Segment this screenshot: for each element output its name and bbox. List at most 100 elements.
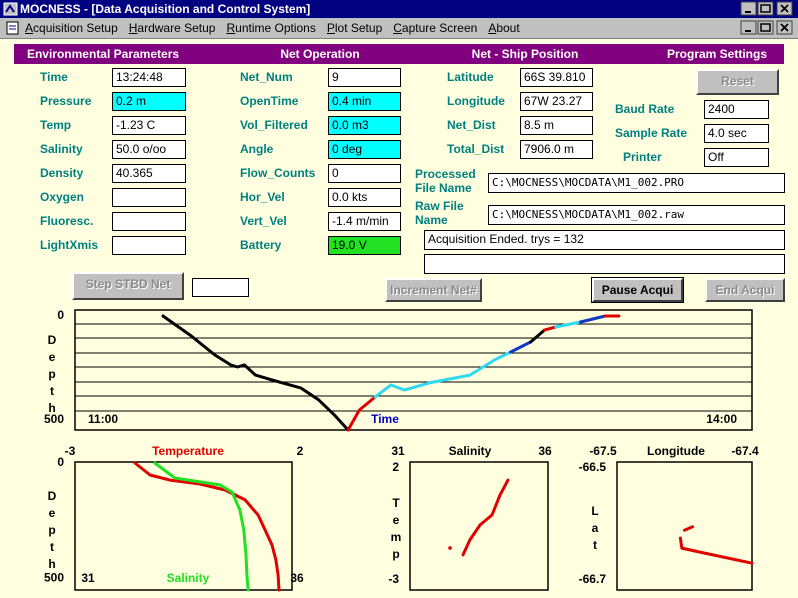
field-label: Temp [40, 118, 72, 132]
doc-icon [6, 21, 19, 35]
data-line [683, 525, 695, 532]
field-value: 50.0 o/oo [112, 140, 186, 159]
field-value: 66S 39.810 [520, 68, 593, 87]
y-tick-label: -66.7 [579, 572, 607, 586]
x-axis-label: Salinity [449, 444, 492, 458]
field-value: 13:24:48 [112, 68, 186, 87]
field-label: Fluoresc. [40, 214, 94, 228]
x-tick-label: 36 [538, 444, 552, 458]
field-value: -1.4 m/min [328, 212, 401, 231]
file-value: C:\MOCNESS\MOCDATA\M1_002.PRO [488, 173, 785, 193]
plot-frame [616, 461, 753, 591]
depth-grid [75, 323, 752, 412]
y-axis-label: Depth [45, 488, 59, 574]
menu: Acquisition Setup Hardware Setup Runtime O… [25, 21, 520, 35]
document-controls[interactable] [740, 20, 796, 36]
field-value: -1.23 C [112, 116, 186, 135]
field-label: OpenTime [240, 94, 299, 108]
data-line [161, 314, 350, 432]
field-value [112, 212, 186, 231]
field-label: Density [40, 166, 84, 180]
y-tick-label: 2 [392, 460, 399, 474]
plot-frame [74, 461, 293, 591]
field-label: Printer [623, 150, 662, 164]
series-name: Temperature [152, 444, 224, 458]
field-label: Angle [240, 142, 274, 156]
field-value: 8.5 m [520, 116, 593, 135]
field-value [112, 236, 186, 255]
field-label: Flow_Counts [240, 166, 316, 180]
data-line [542, 325, 558, 332]
menu-item[interactable]: About [488, 21, 520, 35]
x-tick-label: 14:00 [706, 412, 737, 426]
status-box-2 [424, 254, 785, 274]
x2-tick-label: 31 [81, 571, 95, 585]
data-line [153, 461, 250, 592]
field-value: 0.2 m [112, 92, 186, 111]
button[interactable]: Pause Acqui [591, 277, 684, 303]
field-value: 9 [328, 68, 401, 87]
field-value: 2400 [704, 100, 769, 119]
field-value: 19.0 V [328, 236, 401, 255]
field-label: Baud Rate [615, 102, 675, 116]
y-tick-label: -66.5 [579, 460, 607, 474]
x-tick-label: 2 [297, 444, 304, 458]
button[interactable]: End Acqui [705, 278, 785, 302]
data-line [509, 340, 533, 354]
menu-item[interactable]: Runtime Options [226, 21, 316, 35]
field-value: 67W 23.27 [520, 92, 593, 111]
plot-frame [74, 309, 753, 431]
y-tick-label: 0 [57, 455, 64, 469]
data-line [678, 536, 754, 565]
file-label: Processed File Name [415, 167, 476, 195]
field-value: Off [704, 148, 769, 167]
field-value: 0 [328, 164, 401, 183]
menu-item[interactable]: Acquisition Setup [25, 21, 118, 35]
menu-item[interactable]: Plot Setup [326, 21, 383, 35]
x-tick-label: 11:00 [88, 412, 118, 426]
button[interactable]: Increment Net# [385, 278, 482, 302]
field-value: 0.0 kts [328, 188, 401, 207]
menu-item[interactable]: Capture Screen [393, 21, 478, 35]
button[interactable]: Reset [696, 69, 779, 95]
x2-tick-label: 36 [290, 571, 304, 585]
y-axis-label: Lat [588, 503, 602, 555]
field-label: Longitude [447, 94, 505, 108]
data-line [346, 395, 377, 432]
data-line [554, 320, 582, 329]
field-label: Hor_Vel [240, 190, 285, 204]
field-label: Sample Rate [615, 126, 688, 140]
status: Acquisition Ended. trys = 132 [424, 230, 785, 250]
field-value: 0.0 m3 [328, 116, 401, 135]
field-label: Net_Dist [447, 118, 496, 132]
field-value: 0.4 min [328, 92, 401, 111]
field-label: Time [40, 70, 68, 84]
y-tick-label: -3 [388, 572, 399, 586]
field-label: Salinity [40, 142, 83, 156]
field-label: Latitude [447, 70, 494, 84]
button[interactable]: Step STBD Net [72, 272, 184, 300]
field-label: Battery [240, 238, 282, 252]
field-value: 0 deg [328, 140, 401, 159]
title-bar: MOCNESS - [Data Acquisition and Control … [0, 0, 798, 18]
data-line [529, 328, 546, 344]
y-tick-label: 0 [57, 308, 64, 322]
menu-item[interactable]: Hardware Setup [128, 21, 216, 35]
plot-frame [409, 461, 549, 591]
field-label: Vol_Filtered [240, 118, 308, 132]
data-line [461, 478, 510, 557]
x-axis-label: Longitude [647, 444, 705, 458]
field-label: Oxygen [40, 190, 85, 204]
field-label: Pressure [40, 94, 92, 108]
menu-bar: Acquisition Setup Hardware Setup Runtime O… [0, 18, 798, 39]
y-axis-label: Depth [45, 332, 59, 418]
data-point [448, 546, 452, 550]
section-title: Program Settings [666, 47, 768, 61]
section-bar [14, 44, 784, 64]
series-name: Salinity [167, 571, 210, 585]
window-controls[interactable] [740, 1, 796, 17]
y-tick-label: 500 [44, 412, 64, 426]
x-tick-label: -3 [65, 444, 76, 458]
